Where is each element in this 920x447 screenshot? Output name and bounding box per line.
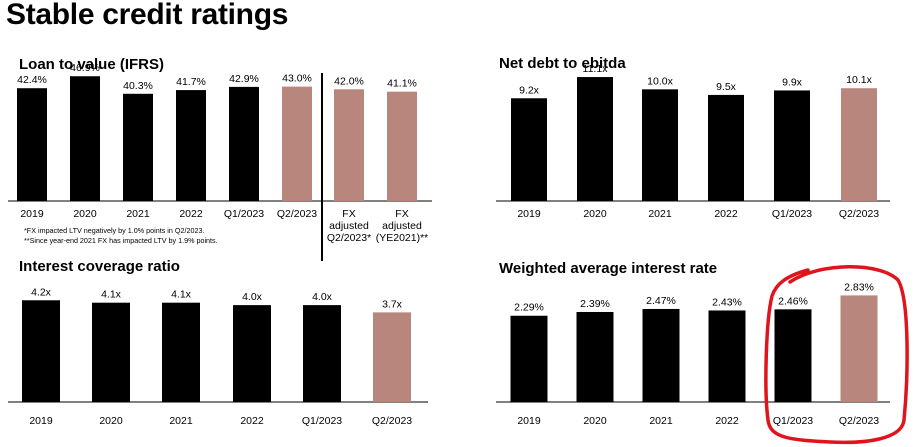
ltv-category-label-1: 2020 [73, 208, 97, 220]
netdebt-value-label-0: 9.2x [519, 84, 540, 96]
chart-title-icr: Interest coverage ratio [19, 258, 180, 275]
icr-category-label-3: 2022 [240, 415, 264, 427]
icr-bar-3 [233, 305, 271, 402]
netdebt-category-label-2: 2021 [648, 208, 672, 220]
ltv-value-label-0: 42.4% [17, 74, 47, 86]
ltv-bar-1 [70, 76, 100, 201]
icr-value-label-3: 4.0x [242, 291, 263, 303]
icr-value-label-4: 4.0x [312, 291, 333, 303]
netdebt-bar-0 [511, 98, 547, 201]
netdebt-category-label-4: Q1/2023 [772, 208, 812, 220]
netdebt-bar-2 [642, 89, 678, 201]
ltv-value-label-4: 42.9% [229, 73, 259, 85]
ltv-value-label-6: 42.0% [334, 75, 364, 87]
ltv-bar-3 [176, 90, 206, 201]
wair-bar-5 [840, 295, 878, 402]
netdebt-bar-3 [708, 94, 744, 201]
netdebt-value-label-5: 10.1x [846, 74, 872, 86]
ltv-bar-5 [282, 86, 312, 201]
icr-bar-4 [303, 305, 341, 402]
ltv-value-label-2: 40.3% [123, 80, 153, 92]
chart-title-ltv: Loan to value (IFRS) [19, 56, 165, 73]
icr-bar-2 [162, 302, 200, 402]
icr-category-label-4: Q1/2023 [302, 415, 342, 427]
ltv-bar-2 [123, 93, 153, 201]
icr-bar-5 [373, 312, 411, 402]
footnote-fx-q2: *FX impacted LTV negatively by 1.0% poin… [24, 226, 205, 235]
chart-divider [321, 73, 323, 261]
wair-value-label-5: 2.83% [844, 281, 874, 293]
netdebt-value-label-1: 11.1x [583, 63, 609, 75]
netdebt-bar-5 [841, 88, 877, 201]
wair-bar-4 [774, 309, 812, 402]
netdebt-category-label-1: 2020 [583, 208, 607, 220]
ltv-category-label-6: FX adjusted Q2/2023* [327, 208, 371, 244]
ltv-value-label-1: 46.9% [70, 62, 100, 74]
ltv-value-label-7: 41.1% [387, 78, 417, 90]
icr-bar-1 [92, 302, 130, 402]
wair-value-label-4: 2.46% [778, 295, 808, 307]
netdebt-value-label-3: 9.5x [716, 81, 737, 93]
ltv-bar-0 [17, 88, 47, 201]
ltv-category-label-7: FX adjusted (YE2021)** [376, 208, 429, 244]
footnote-fx-ye2021: **Since year-end 2021 FX has impacted LT… [24, 236, 218, 245]
netdebt-bar-1 [577, 77, 613, 201]
icr-value-label-5: 3.7x [382, 298, 403, 310]
icr-category-label-1: 2020 [99, 415, 123, 427]
page-title: Stable credit ratings [6, 0, 289, 31]
wair-category-label-3: 2022 [715, 415, 739, 427]
ltv-category-label-4: Q1/2023 [224, 208, 264, 220]
wair-bar-3 [708, 310, 746, 402]
ltv-bar-7 [387, 91, 417, 201]
netdebt-value-label-2: 10.0x [647, 75, 673, 87]
netdebt-category-label-0: 2019 [517, 208, 541, 220]
chart-title-wair: Weighted average interest rate [499, 260, 718, 277]
icr-value-label-2: 4.1x [171, 289, 192, 301]
wair-value-label-1: 2.39% [580, 298, 610, 310]
wair-bar-0 [510, 315, 548, 402]
ltv-bar-4 [229, 86, 259, 201]
icr-category-label-2: 2021 [169, 415, 193, 427]
netdebt-bar-4 [774, 90, 810, 201]
wair-category-label-1: 2020 [583, 415, 607, 427]
wair-category-label-4: Q1/2023 [773, 415, 813, 427]
icr-bar-0 [22, 300, 60, 402]
ltv-value-label-3: 41.7% [176, 76, 206, 88]
chart-title-netdebt: Net debt to ebitda [499, 55, 626, 72]
wair-category-label-0: 2019 [517, 415, 541, 427]
wair-value-label-3: 2.43% [712, 296, 742, 308]
ltv-category-label-3: 2022 [179, 208, 203, 220]
icr-category-label-5: Q2/2023 [372, 415, 412, 427]
ltv-value-label-5: 43.0% [282, 73, 312, 85]
icr-category-label-0: 2019 [29, 415, 53, 427]
ltv-bar-6 [334, 89, 364, 201]
netdebt-value-label-4: 9.9x [782, 76, 803, 88]
ltv-category-label-2: 2021 [126, 208, 150, 220]
netdebt-category-label-5: Q2/2023 [839, 208, 879, 220]
ltv-category-label-5: Q2/2023 [277, 208, 317, 220]
annotation-circle-stroke [764, 265, 909, 445]
wair-category-label-2: 2021 [649, 415, 673, 427]
wair-value-label-0: 2.29% [514, 302, 544, 314]
wair-value-label-2: 2.47% [646, 295, 676, 307]
ltv-category-label-0: 2019 [20, 208, 44, 220]
wair-category-label-5: Q2/2023 [839, 415, 879, 427]
netdebt-category-label-3: 2022 [714, 208, 738, 220]
wair-bar-2 [642, 308, 680, 402]
icr-value-label-0: 4.2x [31, 286, 52, 298]
wair-bar-1 [576, 311, 614, 402]
icr-value-label-1: 4.1x [101, 289, 122, 301]
